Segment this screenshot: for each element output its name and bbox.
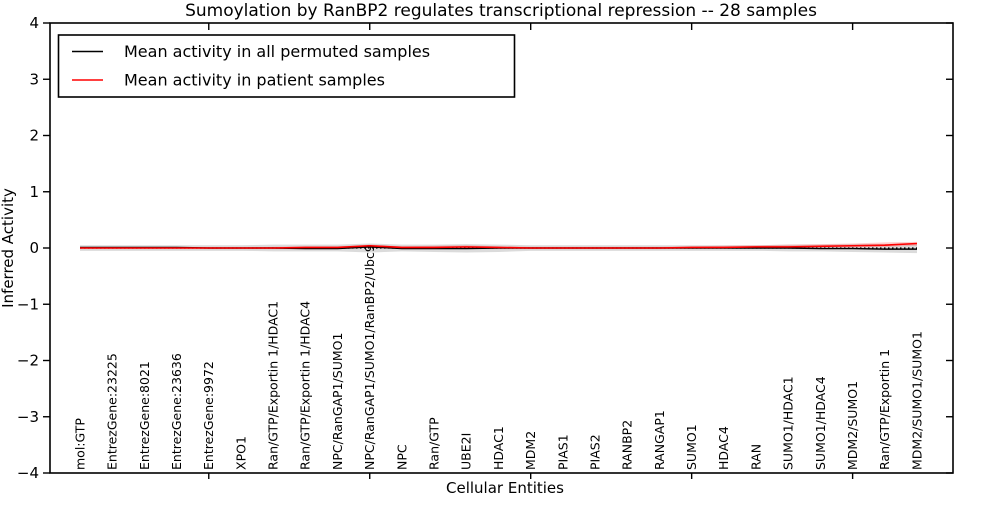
x-tick-label: UBE2I <box>459 433 474 470</box>
x-tick-label: HDAC1 <box>491 426 506 470</box>
legend: Mean activity in all permuted samples Me… <box>57 34 516 98</box>
legend-label-patient: Mean activity in patient samples <box>124 71 385 90</box>
x-tick-label: NPC <box>394 444 409 470</box>
plot-content: mol:GTP EntrezGene:23225 EntrezGene:8021 En… <box>17 14 953 482</box>
x-tick-label: PIAS2 <box>587 434 602 470</box>
y-tick-label: −4 <box>17 464 39 482</box>
x-tick-label: mol:GTP <box>72 418 87 470</box>
y-tick-label: −2 <box>17 352 39 370</box>
x-tick-label: EntrezGene:9972 <box>201 361 216 470</box>
chart-title: Sumoylation by RanBP2 regulates transcri… <box>185 1 817 21</box>
legend-label-permuted: Mean activity in all permuted samples <box>124 42 430 61</box>
x-tick-label: RAN <box>748 444 763 470</box>
x-tick-label: RANGAP1 <box>652 410 667 470</box>
y-tick-label: −3 <box>17 408 39 426</box>
y-tick-label: 0 <box>29 239 39 257</box>
y-tick-label: −1 <box>17 295 39 313</box>
y-tick-label: 2 <box>29 127 39 145</box>
x-tick-label: EntrezGene:23636 <box>169 353 184 470</box>
x-tick-label: Ran/GTP <box>426 417 441 470</box>
x-tick-label: NPC/RanGAP1/SUMO1/RanBP2/Ubc9 <box>362 244 377 470</box>
x-tick-label: EntrezGene:8021 <box>137 361 152 470</box>
x-tick-label: SUMO1 <box>684 424 699 470</box>
y-tick-label: 1 <box>29 183 39 201</box>
x-tick-label: XPO1 <box>233 436 248 470</box>
series-line-patient <box>80 242 918 249</box>
legend-box <box>57 34 516 98</box>
y-tick-label: 4 <box>29 14 39 32</box>
x-tick-label: PIAS1 <box>555 434 570 470</box>
x-tick-label: Ran/GTP/Exportin 1 <box>877 349 892 470</box>
x-tick-label: Ran/GTP/Exportin 1/HDAC4 <box>298 301 313 470</box>
x-tick-label: MDM2 <box>523 431 538 470</box>
x-tick-label: NPC/RanGAP1/SUMO1 <box>330 333 345 470</box>
x-tick-label: HDAC4 <box>716 426 731 470</box>
x-axis-label: Cellular Entities <box>446 479 564 497</box>
x-tick-label: EntrezGene:23225 <box>105 353 120 470</box>
y-tick-label: 3 <box>29 70 39 88</box>
y-axis-label: Inferred Activity <box>0 188 17 308</box>
x-tick-label: MDM2/SUMO1 <box>845 381 860 470</box>
x-tick-label: MDM2/SUMO1/SUMO1 <box>909 331 924 470</box>
x-tick-label: RANBP2 <box>620 420 635 470</box>
x-tick-label: Ran/GTP/Exportin 1/HDAC1 <box>266 301 281 470</box>
x-tick-label: SUMO1/HDAC1 <box>781 376 796 470</box>
x-tick-label: SUMO1/HDAC4 <box>813 376 828 470</box>
